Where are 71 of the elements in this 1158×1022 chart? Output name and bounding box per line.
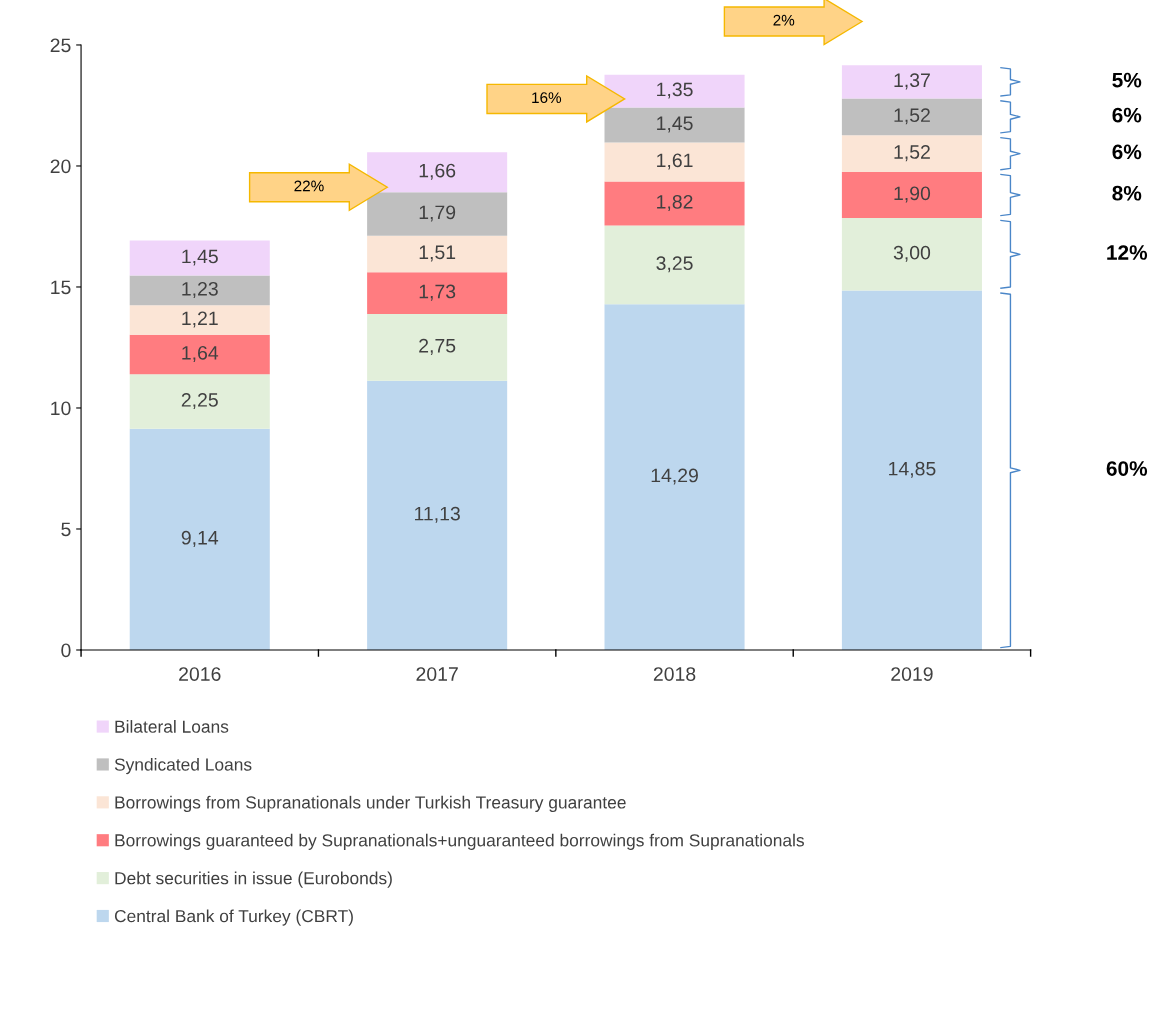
data-label: 3,25 — [656, 256, 693, 273]
data-label: 1,73 — [419, 284, 456, 301]
text: 2% — [773, 14, 795, 26]
bar — [129, 240, 270, 276]
data-label: 1,37 — [894, 73, 930, 90]
y-tick-label: 25 — [50, 38, 71, 53]
x-tick-label: 2017 — [416, 667, 458, 681]
x-tick-label: 2019 — [891, 667, 933, 681]
bar — [129, 428, 270, 650]
data-label: 3,00 — [893, 245, 931, 262]
bar — [367, 272, 508, 315]
data-label: 1,35 — [657, 82, 693, 99]
text: 6% — [1112, 107, 1142, 123]
bar — [129, 275, 270, 306]
bar — [604, 107, 745, 143]
y-tick-label: 10 — [51, 401, 71, 416]
y-tick-label: 20 — [50, 159, 71, 174]
bar — [841, 98, 982, 136]
x-tick-label: 2018 — [653, 667, 696, 681]
data-label: 9,14 — [181, 530, 219, 547]
bar — [129, 334, 270, 375]
y-tick-label: 5 — [61, 522, 71, 537]
data-label: 1,52 — [894, 108, 930, 125]
data-label: 1,90 — [894, 186, 931, 203]
data-label: 2,75 — [419, 338, 456, 355]
bar — [367, 192, 508, 236]
bar — [841, 218, 982, 291]
legend-label: Syndicated Loans — [114, 757, 252, 775]
data-label: 1,52 — [894, 145, 930, 162]
data-label: 1,23 — [182, 281, 218, 298]
text: 60% — [1106, 461, 1148, 476]
data-label: 14,85 — [889, 461, 936, 478]
y-tick-label: 15 — [51, 280, 71, 295]
text: 8% — [1112, 185, 1142, 201]
data-label: 1,61 — [657, 153, 693, 170]
bar — [367, 380, 508, 650]
bar — [841, 135, 982, 173]
legend-label: Central Bank of Turkey (CBRT) — [114, 909, 353, 926]
data-label: 2,25 — [181, 393, 218, 410]
data-label: 1,45 — [657, 116, 693, 133]
bar — [129, 374, 270, 429]
data-label: 1,64 — [182, 345, 219, 363]
data-label: 1,66 — [419, 163, 456, 180]
legend-label: Bilateral Loans — [115, 720, 229, 733]
data-label: 11,13 — [415, 506, 460, 523]
bar — [604, 304, 745, 650]
y-tick-label: 0 — [61, 643, 71, 658]
data-label: 1,79 — [419, 205, 456, 222]
bar — [367, 314, 508, 381]
text: 6% — [1112, 144, 1142, 160]
bar — [604, 181, 745, 226]
data-label: 14,29 — [651, 468, 698, 485]
legend-label: Borrowings guaranteed by Supranationals+unguaranteed borrowings from Supranationals — [115, 833, 804, 850]
annotation: 22% — [294, 180, 324, 192]
text: 12% — [1107, 245, 1148, 260]
legend-label: Debt securities in issue (Eurobonds) — [115, 871, 392, 888]
bar — [604, 225, 745, 305]
annotation: 16% — [532, 92, 562, 104]
data-label: 1,51 — [419, 245, 456, 262]
text: 5% — [1112, 72, 1142, 88]
bar — [841, 290, 982, 650]
bar — [367, 235, 508, 273]
x-tick-label: 2016 — [179, 667, 221, 681]
data-label: 1,45 — [182, 249, 218, 266]
bar — [129, 305, 270, 335]
bar — [841, 172, 982, 218]
bar — [604, 142, 745, 182]
bar — [841, 65, 982, 99]
legend-label: Borrowings from Supranationals under Turkish Treasury guarantee — [115, 795, 626, 813]
data-label: 1,21 — [182, 311, 218, 328]
data-label: 1,82 — [657, 194, 693, 211]
